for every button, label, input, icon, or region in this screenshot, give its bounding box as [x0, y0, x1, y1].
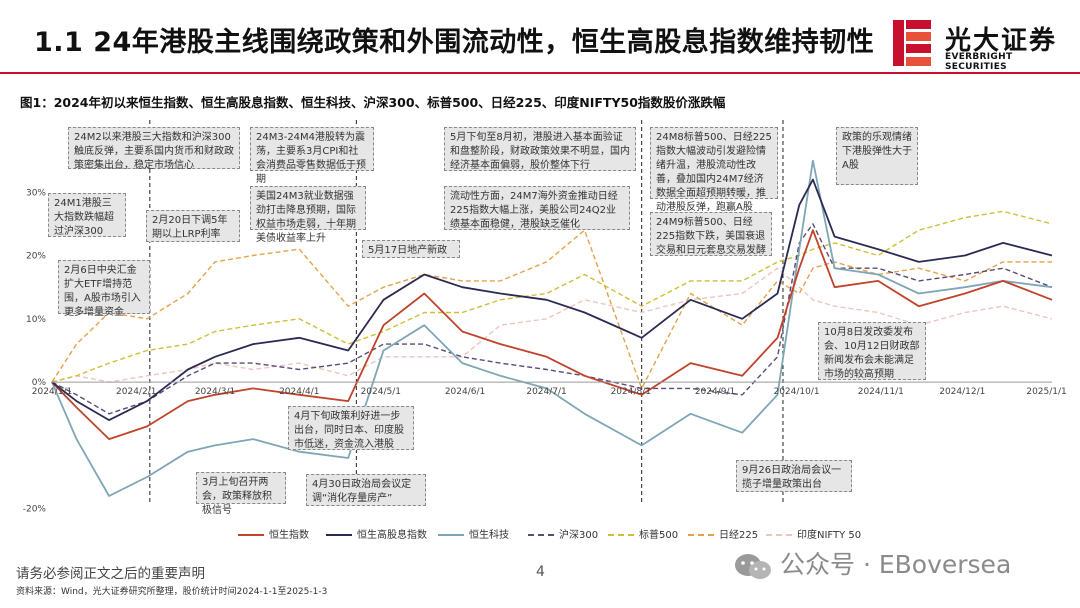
x-tick-label: 2024/2/1 — [116, 387, 156, 397]
annotation-box: 2月6日中央汇金扩大ETF增持范围，A股市场引入更多增量资金 — [58, 260, 150, 318]
x-tick-label: 2024/12/1 — [939, 387, 985, 397]
legend-item-n225: 日经225 — [688, 526, 758, 541]
annotation-box: 5月17日地产新政 — [362, 240, 460, 258]
x-tick-label: 2024/6/1 — [445, 387, 485, 397]
watermark: 公众号 · EBoversea — [780, 550, 1012, 579]
page-title: 1.1 24年港股主线围绕政策和外围流动性，恒生高股息指数维持韧性 — [34, 27, 875, 58]
annotation-box: 24M9标普500、日经225指数下跌，美国衰退交易和日元套息交易发酵 — [650, 212, 772, 256]
figure-title: 图1：2024年初以来恒生指数、恒生高股息指数、恒生科技、沪深300、标普500… — [20, 95, 726, 110]
legend-item-csi300: 沪深300 — [528, 526, 598, 541]
series-line-hsi — [51, 229, 1053, 441]
everbright-logo-icon — [893, 20, 931, 66]
legend-item-hsi: 恒生指数 — [238, 526, 309, 541]
legend-label: 恒生指数 — [269, 530, 309, 541]
legend-label: 恒生高股息指数 — [357, 530, 427, 541]
annotation-box: 10月8日发改委发布会、10月12日财政部新闻发布会未能满足市场的较高预期 — [818, 322, 926, 380]
annotation-box: 美国24M3就业数据强劲打击降息预期，国际权益市场走弱，十年期美债收益率上升 — [250, 186, 366, 244]
y-tick-label: 10% — [26, 315, 46, 325]
brand-logo: 光大证券 EVERBRIGHT SECURITIES — [893, 18, 1073, 72]
legend-item-spx: 标普500 — [608, 526, 678, 541]
annotation-box: 3月上旬召开两会，政策释放积极信号 — [196, 472, 286, 516]
wechat-icon — [735, 554, 771, 579]
y-tick-label: -20% — [23, 505, 47, 515]
annotation-box: 24M2以来港股三大指数和沪深300触底反弹，主要系国内货币和财政政策密集出台，… — [68, 127, 240, 171]
x-tick-label: 2024/3/1 — [195, 387, 235, 397]
annotation-box: 流动性方面，24M7海外资金推动日经225指数大幅上涨，美股公司24Q2业绩基本… — [444, 186, 630, 230]
series-line-hstech — [51, 159, 1053, 497]
x-tick-label: 2024/4/1 — [279, 387, 319, 397]
annotation-box: 24M1港股三大指数跌幅超过沪深300 — [48, 193, 126, 237]
annotation-box: 24M8标普500、日经225指数大幅波动引发避险情绪升温，港股流动性改善，叠加… — [650, 127, 778, 213]
y-tick-label: 20% — [26, 252, 46, 262]
legend-label: 印度NIFTY 50 — [797, 530, 862, 541]
series-line-hshdy — [51, 178, 1053, 422]
y-tick-label: 0% — [32, 378, 47, 388]
annotation-box: 4月30日政治局会议定调“消化存量房产” — [306, 474, 426, 506]
chart-legend: 恒生指数 恒生高股息指数 恒生科技 沪深300 标普500 日经225 印度NI… — [238, 526, 861, 542]
legend-item-hshdy: 恒生高股息指数 — [326, 526, 427, 541]
annotation-box: 5月下旬至8月初，港股进入基本面验证和盘整阶段，财政政策效果不明显，国内经济基本… — [444, 127, 636, 171]
logo-text-en: EVERBRIGHT SECURITIES — [945, 52, 1013, 72]
x-tick-label: 2024/9/1 — [695, 387, 735, 397]
x-tick-label: 2024/10/1 — [773, 387, 819, 397]
logo-text-cn: 光大证券 — [945, 26, 1058, 56]
x-tick-label: 2024/8/1 — [611, 387, 651, 397]
x-tick-label: 2024/7/1 — [526, 387, 566, 397]
annotation-box: 2月20日下调5年期以上LRP利率 — [146, 210, 240, 242]
legend-label: 恒生科技 — [469, 530, 509, 541]
header-divider — [0, 72, 1080, 74]
x-tick-label: 2024/1/1 — [32, 387, 72, 397]
annotation-box: 9月26日政治局会议一揽子增量政策出台 — [736, 460, 852, 492]
legend-label: 沪深300 — [559, 530, 599, 541]
source-note: 资料来源：Wind，光大证券研究所整理，股价统计时间2024-1-1至2025-… — [16, 587, 328, 597]
legend-label: 标普500 — [639, 530, 679, 541]
series-line-csi300 — [51, 223, 1053, 415]
series-line-spx — [51, 210, 1053, 383]
annotation-box: 4月下旬政策利好进一步出台，同时日本、印度股市低迷，资金流入港股 — [288, 406, 414, 450]
disclaimer-notice: 请务必参阅正文之后的重要声明 — [16, 566, 205, 582]
annotation-box: 政策的乐观情绪下港股弹性大于A股 — [836, 127, 918, 185]
x-tick-label: 2025/1/1 — [1026, 387, 1066, 397]
series-line-nifty — [51, 267, 1053, 383]
page-number: 4 — [536, 564, 545, 580]
legend-item-nifty: 印度NIFTY 50 — [766, 526, 861, 541]
y-tick-label: 30% — [26, 188, 46, 198]
series-line-n225 — [51, 229, 1052, 390]
legend-item-hstech: 恒生科技 — [438, 526, 509, 541]
legend-label: 日经225 — [719, 530, 759, 541]
annotation-box: 24M3-24M4港股转为震荡，主要系3月CPI和社会消费品零售数据低于预期 — [250, 127, 374, 185]
x-tick-label: 2024/5/1 — [361, 387, 401, 397]
x-tick-label: 2024/11/1 — [858, 387, 904, 397]
